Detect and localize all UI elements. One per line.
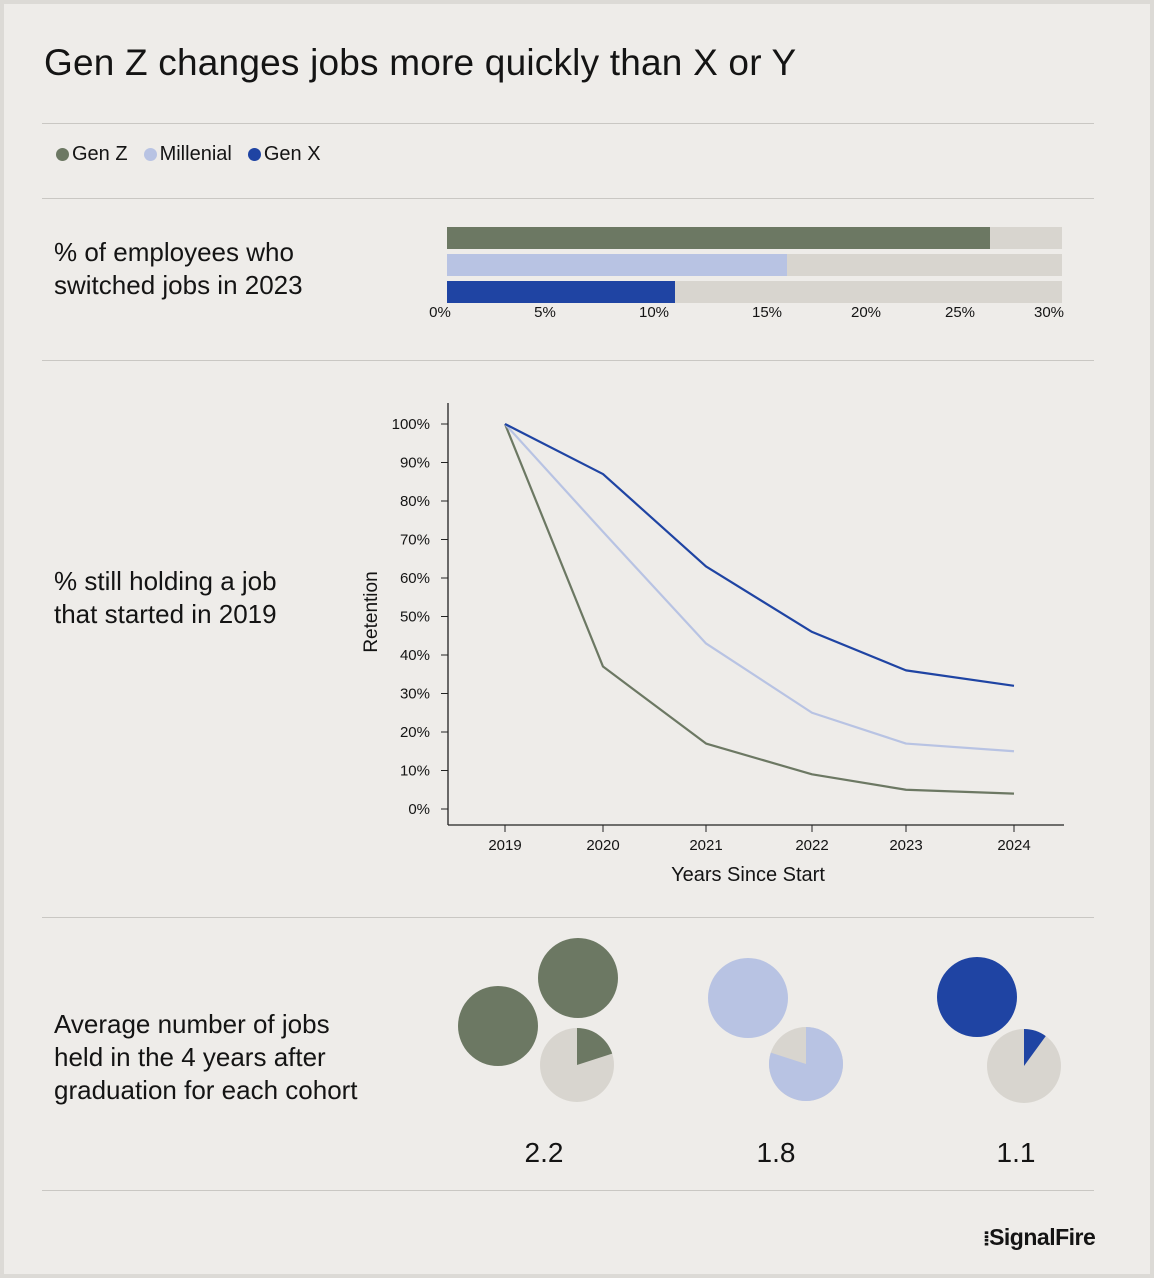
divider — [42, 198, 1094, 199]
y-axis-tick-label: 10% — [400, 763, 430, 780]
pie-value-gen-x: 1.1 — [996, 1137, 1036, 1168]
jobs-held-pie-chart — [458, 938, 1061, 1103]
pie-full-gen-x — [937, 957, 1017, 1037]
series-line-millenial — [504, 423, 1015, 753]
signalfire-logo: ⦙⦙ SignalFire — [984, 1224, 1096, 1251]
y-axis-tick-label: 100% — [392, 416, 430, 433]
bar-track-millenial — [447, 254, 1062, 276]
x-axis-tick-label: 2021 — [689, 837, 722, 854]
brand-name: SignalFire — [989, 1224, 1096, 1250]
bar-gen-x — [447, 281, 675, 303]
y-axis-tick-label: 20% — [400, 724, 430, 741]
pie-full-millenial — [708, 958, 788, 1038]
legend-item-gen-x: Gen X — [247, 143, 321, 166]
series-line-gen-x — [504, 423, 1015, 687]
pie-slice-gen-x — [1024, 1029, 1046, 1066]
legend: Gen Z Millenial Gen X — [56, 143, 321, 166]
divider — [42, 123, 1094, 124]
y-axis-tick-label: 40% — [400, 647, 430, 664]
bar-axis-tick-label: 0% — [429, 304, 451, 321]
legend-item-millenial: Millenial — [143, 143, 232, 166]
x-axis-tick-label: 2019 — [488, 837, 521, 854]
legend-item-gen-z: Gen Z — [56, 143, 128, 166]
y-axis-tick-label: 0% — [408, 801, 430, 818]
retention-line-chart: 0% 10% 20% 30% 40% 50% 60% 70% 80% 90% 100% 2019 202… — [361, 403, 1064, 886]
x-axis-tick-label: 2022 — [795, 837, 828, 854]
retention-label: % still holding a job that started in 20… — [54, 566, 277, 629]
bar-axis-tick-label: 5% — [534, 304, 556, 321]
pie-full-gen-z — [538, 938, 618, 1018]
divider — [42, 1190, 1094, 1191]
pie-full-gen-z — [458, 986, 538, 1066]
bar-millenial — [447, 254, 788, 276]
pie-value-millenial: 1.8 — [756, 1137, 796, 1168]
legend-label-millenial: Millenial — [159, 143, 232, 165]
x-axis-tick-label: 2020 — [586, 837, 619, 854]
legend-swatch-gen-z — [56, 148, 69, 161]
divider — [42, 917, 1094, 918]
y-axis-tick-label: 80% — [400, 493, 430, 510]
y-axis-tick-label: 50% — [400, 609, 430, 626]
bar-axis-tick-label: 30% — [1033, 304, 1065, 321]
y-axis-label: Retention — [361, 571, 382, 652]
y-axis-tick-label: 70% — [400, 532, 430, 549]
switched-jobs-label: % of employees who switched jobs in 2023 — [54, 237, 303, 300]
legend-swatch-gen-x — [247, 148, 261, 161]
pie-value-gen-z: 2.2 — [524, 1137, 564, 1168]
y-axis-tick-label: 60% — [400, 570, 430, 587]
x-axis-label: Years Since Start — [671, 864, 825, 886]
legend-swatch-millenial — [143, 148, 157, 161]
bar-axis-tick-label: 25% — [944, 304, 976, 321]
logo-mark-icon: ⦙⦙ — [984, 1229, 989, 1249]
bar-track-gen-z — [447, 227, 1062, 249]
bar-gen-z — [447, 227, 991, 249]
page-title: Gen Z changes jobs more quickly than X o… — [44, 42, 797, 83]
legend-label-gen-z: Gen Z — [72, 143, 128, 165]
jobs-held-label: Average number of jobs held in the 4 yea… — [54, 1009, 358, 1105]
bar-axis-tick-label: 15% — [751, 304, 783, 321]
pie-slice-millenial — [769, 1027, 843, 1101]
bar-axis-tick-label: 20% — [850, 304, 882, 321]
bar-track-gen-x — [447, 281, 1062, 303]
y-axis-tick-label: 90% — [400, 455, 430, 472]
divider — [42, 360, 1094, 361]
x-axis-tick-label: 2024 — [997, 837, 1030, 854]
pie-slice-gen-z — [577, 1028, 613, 1065]
series-line-gen-z — [503, 423, 1015, 795]
y-axis-tick-label: 30% — [400, 686, 430, 703]
bar-axis-tick-label: 10% — [638, 304, 670, 321]
x-axis-tick-label: 2023 — [889, 837, 922, 854]
legend-label-gen-x: Gen X — [263, 143, 321, 165]
